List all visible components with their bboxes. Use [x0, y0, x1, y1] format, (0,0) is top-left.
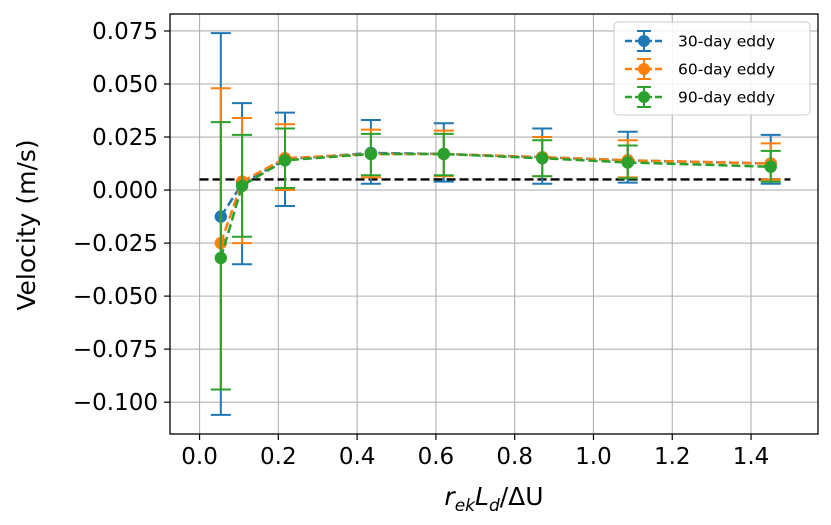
- legend-box: [613, 21, 811, 116]
- ticks: 0.0 0.2 0.4 0.6 0.8 1.0 1.2 1.4 0.075 0.050 0.025 0…: [73, 19, 769, 470]
- data-point: [536, 152, 549, 165]
- x-axis-label-ek: ek: [455, 496, 476, 516]
- x-tick-label: 0.8: [496, 444, 533, 470]
- y-tick-label: −0.050: [73, 284, 158, 310]
- x-axis-label-r: r: [444, 482, 456, 511]
- x-tick-label: 0.6: [418, 444, 455, 470]
- y-tick-label: 0.000: [92, 178, 158, 204]
- x-tick-label: 0.2: [260, 444, 297, 470]
- legend-marker: [638, 63, 650, 75]
- x-axis-label-d: d: [489, 496, 500, 516]
- series-90-day-eddy: [210, 121, 781, 391]
- legend: 30-day eddy 60-day eddy 90-day eddy: [613, 21, 811, 116]
- legend-label: 30-day eddy: [678, 33, 775, 51]
- series-line: [219, 152, 771, 259]
- legend-entry: 90-day eddy: [625, 86, 775, 108]
- x-axis-label-L: L: [475, 482, 489, 511]
- plot-frame: [169, 13, 819, 435]
- x-axis-label: rekLd/ΔU: [444, 482, 543, 516]
- y-tick-label: 0.075: [92, 19, 158, 45]
- y-tick-label: −0.100: [73, 390, 158, 416]
- y-axis-label: Velocity (m/s): [12, 139, 41, 310]
- legend-marker: [638, 35, 650, 47]
- x-tick-label: 1.0: [575, 444, 612, 470]
- y-tick-label: −0.025: [73, 231, 158, 257]
- x-tick-label: 1.2: [654, 444, 691, 470]
- data-point: [278, 154, 292, 167]
- y-tick-label: −0.075: [73, 337, 158, 363]
- data-point: [621, 156, 634, 169]
- legend-marker: [638, 91, 650, 103]
- legend-label: 90-day eddy: [678, 89, 775, 107]
- y-tick-label: 0.050: [92, 72, 158, 98]
- legend-label: 60-day eddy: [678, 61, 775, 79]
- legend-entry: 60-day eddy: [625, 58, 775, 80]
- data-point: [437, 147, 450, 161]
- data-point: [214, 251, 228, 265]
- data-point: [364, 147, 378, 161]
- x-tick-label: 0.0: [181, 444, 218, 470]
- x-tick-label: 0.4: [339, 444, 376, 470]
- x-tick-label: 1.4: [733, 444, 770, 470]
- legend-entry: 30-day eddy: [625, 30, 775, 52]
- series-layer: [210, 32, 781, 416]
- y-tick-label: 0.025: [92, 125, 158, 151]
- data-point: [235, 179, 249, 193]
- data-point: [764, 160, 777, 173]
- x-axis-label-tail: /ΔU: [500, 482, 544, 511]
